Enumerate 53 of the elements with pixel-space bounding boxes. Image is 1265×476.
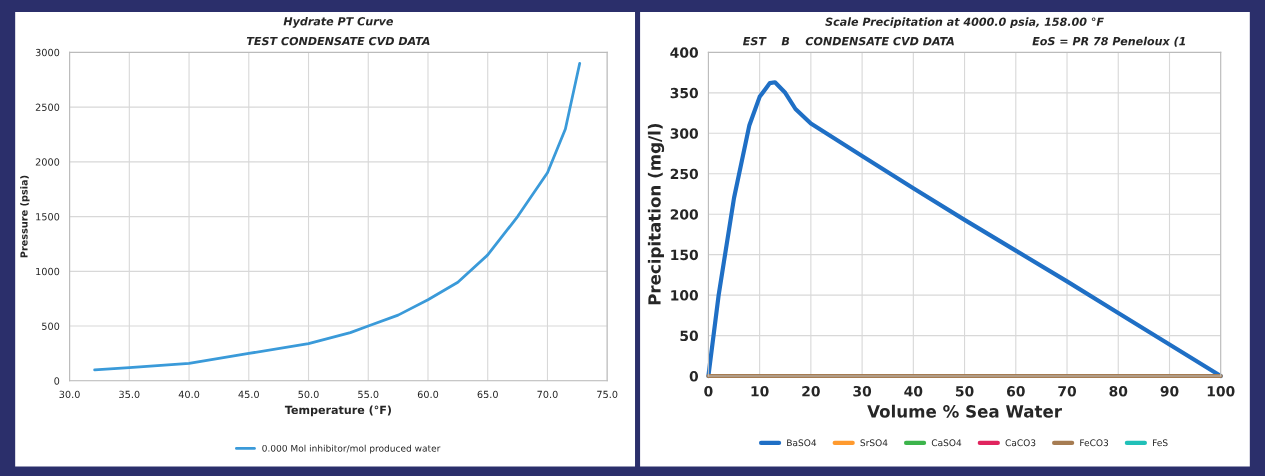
x-tick-label: 70.0 — [537, 390, 558, 399]
y-tick-label: 50 — [680, 330, 699, 342]
x-tick-label: 30.0 — [59, 390, 80, 399]
legend-label: FeCO3 — [1080, 439, 1109, 447]
y-axis-title: Precipitation (mg/l) — [647, 123, 665, 305]
legend-label: 0.000 Mol inhibitor/mol produced water — [262, 444, 441, 454]
chart-subtitle: EST B CONDENSATE CVD DATA EoS = PR 78 Peneloux (1 — [742, 36, 1186, 47]
chart-title: Hydrate PT Curve — [283, 16, 394, 28]
y-tick-label: 2500 — [35, 103, 60, 111]
x-tick-label: 75.0 — [597, 390, 618, 399]
y-tick-label: 250 — [670, 168, 699, 180]
x-tick-label: 55.0 — [358, 390, 379, 399]
chart-subtitle: TEST CONDENSATE CVD DATA — [246, 36, 430, 46]
y-tick-label: 0 — [689, 371, 699, 382]
x-tick-label: 60 — [1006, 386, 1025, 397]
x-tick-label: 20 — [802, 386, 820, 397]
y-tick-label: 1500 — [36, 213, 60, 221]
legend-label: BaSO4 — [787, 439, 817, 447]
x-tick-label: 0 — [704, 386, 713, 397]
y-tick-label: 100 — [671, 290, 699, 301]
line-series — [93, 61, 582, 372]
x-tick-label: 30 — [853, 386, 872, 397]
legend-label: SrSO4 — [860, 439, 888, 447]
y-tick-label: 300 — [670, 128, 699, 139]
x-axis-title: Temperature (°F) — [284, 405, 391, 417]
x-tick-label: 70 — [1058, 386, 1077, 397]
x-tick-label: 100 — [1207, 386, 1235, 397]
x-tick-label: 50.0 — [298, 390, 319, 399]
legend-label: FeS — [1153, 439, 1168, 447]
x-tick-label: 35.0 — [119, 390, 140, 399]
x-tick-label: 60.0 — [417, 390, 439, 399]
y-tick-label: 150 — [671, 249, 699, 261]
y-tick-label: 2000 — [35, 158, 60, 166]
x-tick-label: 40 — [904, 386, 923, 397]
x-axis-title: Volume % Sea Water — [867, 404, 1062, 418]
legend-label: CaSO4 — [931, 439, 962, 447]
y-tick-label: 3000 — [35, 48, 60, 57]
y-tick-label: 200 — [670, 209, 699, 220]
x-tick-label: 50 — [955, 386, 974, 397]
y-tick-label: 400 — [670, 47, 699, 58]
y-tick-label: 500 — [42, 322, 60, 330]
x-tick-label: 90 — [1160, 386, 1179, 397]
x-tick-label: 45.0 — [238, 390, 259, 399]
y-tick-label: 0 — [54, 377, 60, 385]
y-tick-label: 350 — [670, 87, 699, 99]
y-axis-title: Pressure (psia) — [20, 175, 30, 258]
chart-title: Scale Precipitation at 4000.0 psia, 158.00 °F — [825, 17, 1104, 29]
y-tick-label: 1000 — [36, 267, 60, 276]
x-tick-label: 40.0 — [178, 390, 200, 399]
x-tick-label: 80 — [1109, 386, 1128, 397]
x-tick-label: 10 — [751, 386, 769, 397]
x-tick-label: 65.0 — [477, 390, 498, 399]
legend-label: CaCO3 — [1005, 439, 1036, 447]
